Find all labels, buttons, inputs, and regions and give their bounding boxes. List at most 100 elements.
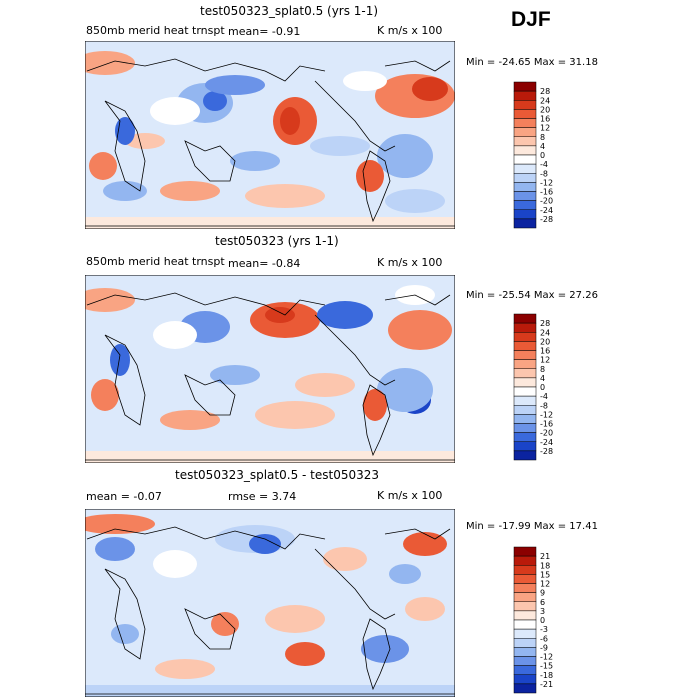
colorbar-swatch [514, 405, 536, 414]
colorbar-tick-label: -20 [540, 429, 553, 438]
colorbar-swatch [514, 451, 536, 460]
colorbar-swatch [514, 378, 536, 387]
season-label: DJF [511, 8, 551, 32]
colorbar-swatch [514, 82, 536, 91]
panel-1-mean: mean= -0.91 [228, 25, 300, 38]
colorbar-tick-label: 20 [540, 337, 550, 346]
colorbar-swatch [514, 210, 536, 219]
colorbar-swatch [514, 574, 536, 583]
colorbar-swatch [514, 611, 536, 620]
colorbar-swatch [514, 173, 536, 182]
colorbar-tick-label: 21 [540, 552, 550, 561]
colorbar-tick-label: 0 [540, 151, 545, 160]
colorbar-tick-label: -12 [540, 653, 553, 662]
colorbar-swatch [514, 119, 536, 128]
colorbar-swatch [514, 442, 536, 451]
colorbar-swatch [514, 593, 536, 602]
panel-1-map [85, 41, 455, 229]
colorbar-tick-label: -28 [540, 215, 553, 224]
colorbar-tick-label: -24 [540, 438, 553, 447]
colorbar-tick-label: 18 [540, 561, 550, 570]
colorbar-tick-label: -28 [540, 447, 553, 456]
colorbar-swatch [514, 387, 536, 396]
colorbar-tick-label: -3 [540, 625, 548, 634]
colorbar-swatch [514, 414, 536, 423]
colorbar-tick-label: -18 [540, 671, 553, 680]
colorbar-swatch [514, 146, 536, 155]
colorbar-swatch [514, 629, 536, 638]
colorbar-tick-label: 6 [540, 598, 545, 607]
colorbar-swatch [514, 100, 536, 109]
colorbar-swatch [514, 638, 536, 647]
panel-3-mean: mean = -0.07 [86, 490, 162, 503]
colorbar-tick-label: 8 [540, 365, 545, 374]
colorbar-tick-label: 16 [540, 115, 550, 124]
colorbar-swatch [514, 556, 536, 565]
colorbar-swatch [514, 182, 536, 191]
colorbar-swatch [514, 164, 536, 173]
colorbar-swatch [514, 657, 536, 666]
colorbar-swatch [514, 323, 536, 332]
colorbar-tick-label: 3 [540, 607, 545, 616]
colorbar-swatch [514, 666, 536, 675]
panel-1-title: test050323_splat0.5 (yrs 1-1) [200, 4, 378, 18]
colorbar-tick-label: 12 [540, 356, 550, 365]
colorbar-swatch [514, 684, 536, 693]
panel-1-field: 850mb merid heat trnspt [86, 24, 225, 37]
colorbar-swatch [514, 109, 536, 118]
colorbar-tick-label: 16 [540, 347, 550, 356]
colorbar-swatch [514, 584, 536, 593]
colorbar-tick-label: -24 [540, 206, 553, 215]
colorbar-tick-label: 12 [540, 580, 550, 589]
colorbar-tick-label: 12 [540, 124, 550, 133]
colorbar-swatch [514, 360, 536, 369]
colorbar-swatch [514, 341, 536, 350]
panel-3-title: test050323_splat0.5 - test050323 [175, 468, 379, 482]
panel-2-map [85, 275, 455, 463]
panel-1-units: K m/s x 100 [377, 24, 442, 37]
colorbar-swatch [514, 433, 536, 442]
colorbar-swatch [514, 396, 536, 405]
colorbar-tick-label: -9 [540, 643, 548, 652]
colorbar-swatch [514, 424, 536, 433]
panel-2-minmax: Min = -25.54 Max = 27.26 [466, 290, 598, 301]
colorbar-tick-label: -16 [540, 188, 553, 197]
colorbar-tick-label: 24 [540, 96, 550, 105]
colorbar-tick-label: 4 [540, 142, 545, 151]
colorbar-tick-label: -8 [540, 401, 548, 410]
colorbar-tick-label: -20 [540, 197, 553, 206]
panel-3-minmax: Min = -17.99 Max = 17.41 [466, 521, 598, 532]
colorbar-tick-label: 20 [540, 105, 550, 114]
colorbar-tick-label: -4 [540, 160, 548, 169]
colorbar-swatch [514, 647, 536, 656]
colorbar-tick-label: 9 [540, 589, 545, 598]
colorbar-tick-label: -8 [540, 169, 548, 178]
colorbar-swatch [514, 314, 536, 323]
colorbar-swatch [514, 602, 536, 611]
colorbar-swatch [514, 675, 536, 684]
colorbar-swatch [514, 219, 536, 228]
colorbar-tick-label: 8 [540, 133, 545, 142]
colorbar-swatch [514, 565, 536, 574]
panel-3-rmse: rmse = 3.74 [228, 490, 296, 503]
colorbar-tick-label: -15 [540, 662, 553, 671]
colorbar-tick-label: 15 [540, 570, 550, 579]
colorbar-tick-label: -12 [540, 410, 553, 419]
panel-2-title: test050323 (yrs 1-1) [215, 234, 339, 248]
colorbar-tick-label: 24 [540, 328, 550, 337]
colorbar-tick-label: 4 [540, 374, 545, 383]
colorbar-swatch [514, 137, 536, 146]
colorbar-swatch [514, 351, 536, 360]
colorbar-swatch [514, 369, 536, 378]
colorbar-tick-label: 28 [540, 87, 550, 96]
colorbar-swatch [514, 201, 536, 210]
colorbar-swatch [514, 192, 536, 201]
panel-2-field: 850mb merid heat trnspt [86, 255, 225, 268]
colorbar-swatch [514, 91, 536, 100]
colorbar-tick-label: -4 [540, 392, 548, 401]
panel-3-map [85, 509, 455, 697]
colorbar-tick-label: -6 [540, 634, 548, 643]
colorbar-swatch [514, 332, 536, 341]
panel-2-units: K m/s x 100 [377, 256, 442, 269]
